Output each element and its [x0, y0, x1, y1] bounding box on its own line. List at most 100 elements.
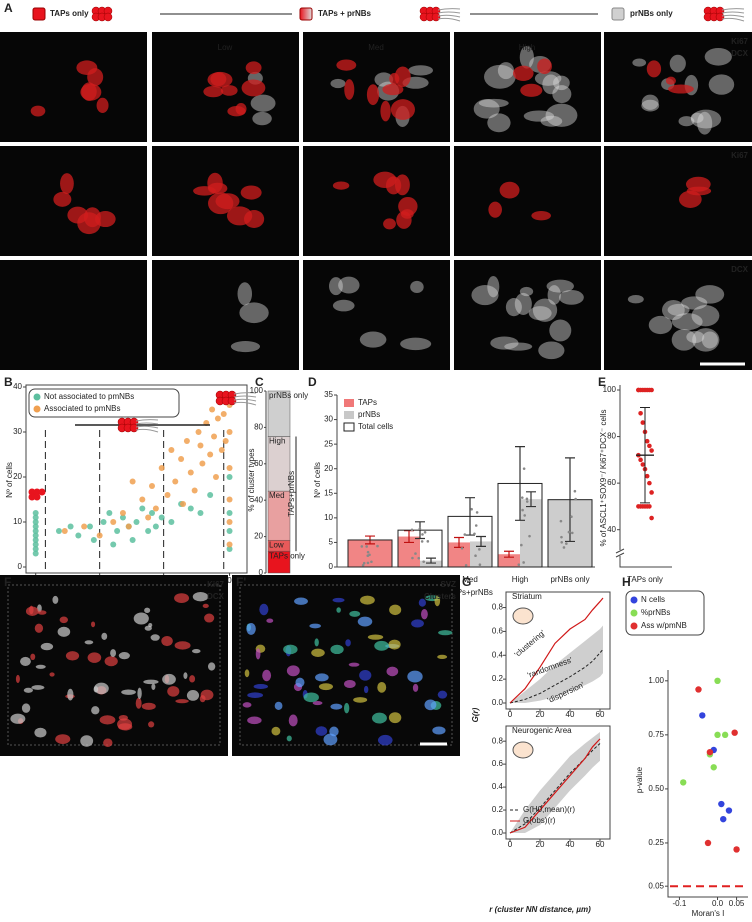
cluster-icon [431, 12, 441, 22]
cell-blob [648, 315, 673, 335]
cell-blob [34, 623, 44, 633]
y-tick-label: 60 [254, 459, 263, 468]
bar [498, 554, 520, 567]
legend-swatch [630, 596, 638, 604]
cell-blob [55, 734, 71, 744]
cell-blob [497, 62, 515, 80]
cell-blob [37, 610, 47, 615]
point [75, 532, 82, 539]
point [32, 519, 39, 525]
y-tick-label: 60 [607, 478, 616, 487]
cell-blob [388, 712, 402, 724]
point [636, 387, 641, 393]
cell-blob [519, 286, 534, 297]
cluster-icon [135, 419, 159, 422]
cluster-icon [721, 14, 745, 18]
point [100, 519, 107, 525]
point [197, 442, 204, 449]
cell-blob [540, 115, 563, 127]
cell-blob [490, 336, 519, 350]
point [139, 505, 146, 512]
micrograph [0, 146, 147, 256]
cell-blob [94, 682, 109, 695]
cell-blob [336, 607, 341, 613]
cell-dot [520, 543, 523, 547]
cell-blob [438, 630, 453, 636]
point [158, 465, 165, 471]
point [212, 474, 219, 480]
y-tick-label: 10 [13, 517, 22, 526]
y-tick-label: 25 [324, 439, 333, 448]
plot-title: Neurogenic Area [512, 726, 572, 735]
point [649, 515, 654, 521]
y-tick-label: 1.00 [648, 676, 664, 685]
y-tick-label: 40 [13, 382, 22, 391]
point [114, 528, 121, 534]
point [647, 504, 652, 509]
cell-blob [520, 83, 543, 97]
legend-label: Total cells [358, 422, 393, 431]
cell-blob [10, 713, 26, 724]
y-tick-label: 80 [254, 423, 263, 432]
cell-blob [133, 612, 149, 625]
point [32, 510, 39, 516]
group-label: TAPs+prNBs [447, 588, 493, 597]
cell-blob [701, 331, 718, 349]
plot-title: Striatum [512, 592, 542, 601]
cell-dot [560, 540, 564, 544]
cell-blob [641, 99, 660, 112]
point [720, 815, 727, 823]
cell-blob [200, 689, 214, 701]
cell-blob [363, 685, 369, 694]
y-axis-label: % of ASCL1⁺SOX9⁻/ Ki67⁺DCX⁻ cells [599, 410, 608, 547]
x-tick-label: 20 [536, 840, 545, 849]
point [191, 487, 198, 494]
cell-dot [474, 554, 477, 558]
cell-blob [210, 72, 227, 87]
cell-dot [470, 507, 473, 511]
axis [615, 385, 672, 568]
error-bar [640, 406, 650, 504]
cell-dot [370, 560, 373, 564]
cell-blob [344, 679, 356, 689]
segment-label: Med [269, 491, 285, 500]
cell-dot [474, 524, 478, 527]
cell-dot [411, 556, 414, 560]
legend-label: Not associated to pmNBs [44, 392, 134, 401]
cell-dot [528, 534, 531, 538]
y-tick-label: 0.4 [492, 782, 504, 791]
cell-blob [547, 285, 561, 305]
panel-label: B [4, 375, 13, 389]
cell-blob [30, 105, 46, 117]
cell-blob [348, 662, 360, 667]
y-tick-label: 0.0 [492, 828, 504, 837]
point [220, 411, 227, 417]
cell-blob [546, 279, 574, 293]
column-label: Med [368, 43, 384, 52]
segment-label: Low [269, 540, 284, 549]
legend-label: G(obs)(r) [523, 816, 556, 825]
cell-blob [661, 300, 685, 321]
panel-label: H [622, 575, 631, 589]
cluster-icon [715, 12, 725, 22]
bar [420, 560, 442, 567]
cell-blob [641, 94, 659, 110]
cell-blob [121, 689, 136, 695]
y-tick-label: 10 [324, 513, 333, 522]
cell-blob [386, 666, 399, 677]
total-bar [497, 482, 543, 568]
point [172, 478, 179, 485]
cell-blob [80, 735, 94, 747]
cell-blob [162, 673, 176, 685]
cell-blob [91, 621, 96, 628]
cell-blob [537, 58, 552, 75]
y-tick-label: 0.50 [648, 784, 664, 793]
cell-blob [692, 328, 720, 352]
legend-swatch [33, 393, 41, 401]
cell-blob [665, 76, 676, 85]
cell-blob [410, 280, 424, 294]
cluster-icon [129, 423, 139, 433]
point [195, 429, 202, 435]
point [214, 415, 221, 422]
y-tick-label: 40 [254, 495, 263, 504]
